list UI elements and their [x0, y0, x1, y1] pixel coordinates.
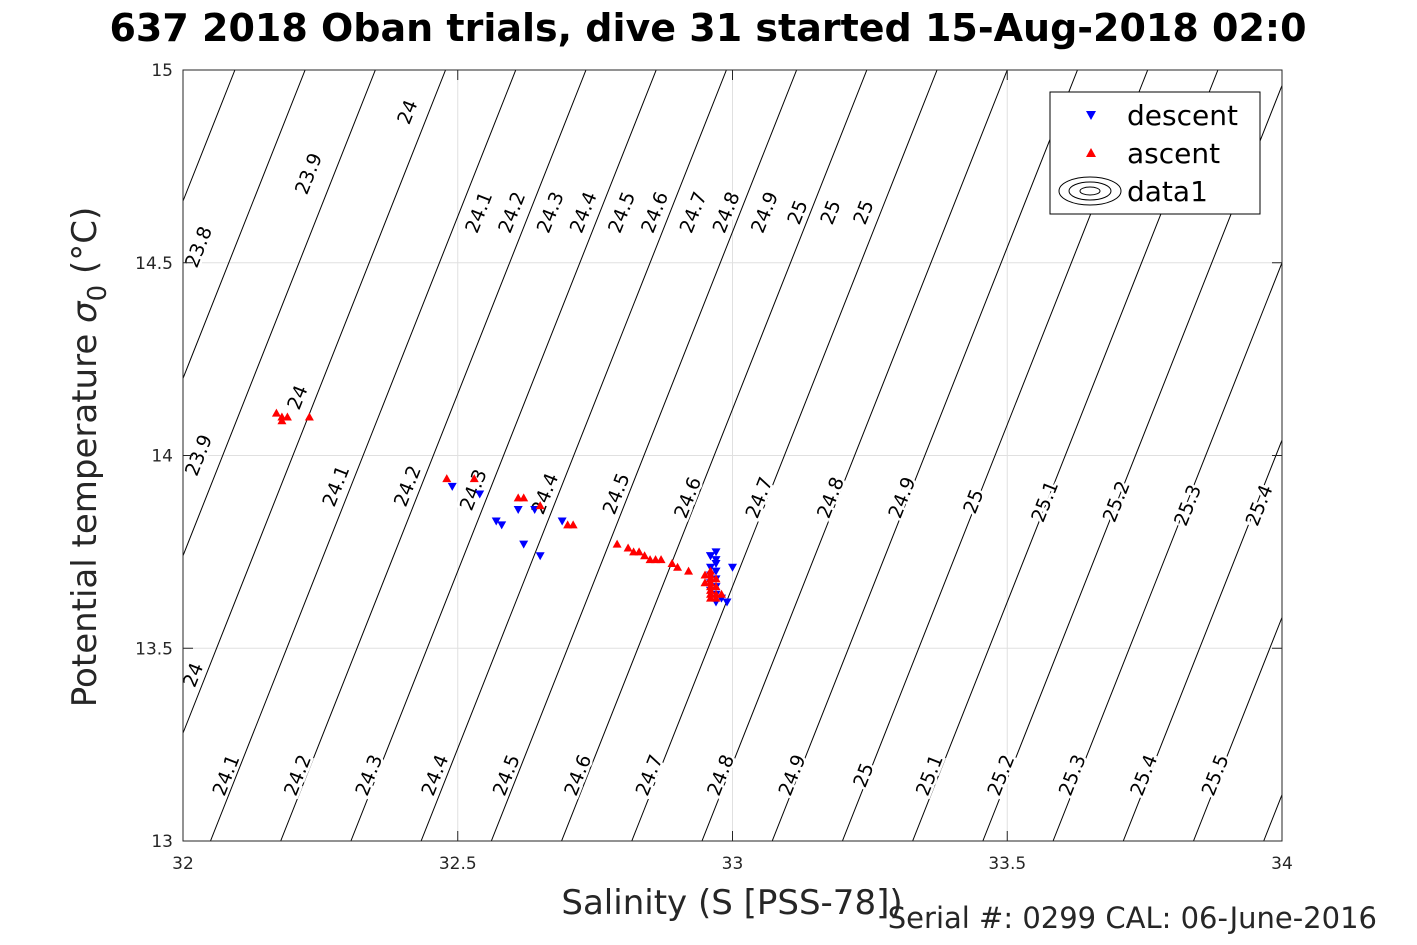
- isopycnal-line: [0, 70, 24, 841]
- ascent-point: [667, 558, 677, 567]
- isopycnal-line: [210, 70, 517, 841]
- ascent-point: [304, 412, 314, 421]
- legend-descent-marker: [1086, 111, 1096, 120]
- descent-point: [728, 563, 737, 572]
- descent-point: [711, 567, 721, 576]
- ascent-point: [568, 520, 578, 529]
- ascent-point: [282, 412, 292, 421]
- legend-data1-label: data1: [1127, 175, 1208, 208]
- data-points: [271, 408, 737, 607]
- legend-box: [1049, 91, 1261, 215]
- ascent-point: [684, 566, 694, 575]
- legend-ascent-label: ascent: [1127, 137, 1220, 170]
- legend-descent-label: descent: [1127, 99, 1238, 132]
- descent-point: [513, 505, 523, 514]
- ascent-point: [711, 582, 721, 591]
- y-tick-label: 14: [151, 447, 173, 467]
- ascent-point: [717, 589, 727, 598]
- y-tick-label: 15: [151, 61, 173, 81]
- isopycnal-line: [420, 70, 727, 841]
- ascent-point: [711, 574, 721, 583]
- legend-ascent-marker: [1086, 148, 1096, 157]
- isopycnal-line: [490, 70, 798, 841]
- ascent-point: [706, 578, 716, 587]
- legend-contour-icon: [1058, 176, 1122, 206]
- descent-point: [711, 559, 721, 568]
- descent-point: [491, 517, 501, 526]
- x-tick-label: 32: [172, 854, 194, 874]
- descent-point: [535, 552, 545, 561]
- descent-point: [519, 540, 529, 549]
- x-tick-label: 34: [1271, 854, 1293, 874]
- descent-point: [722, 598, 732, 607]
- y-tick-label: 13.5: [135, 639, 173, 659]
- legend: descent ascent data1: [1049, 91, 1261, 215]
- isopycnal-line: [1052, 261, 1282, 841]
- ascent-point: [535, 501, 545, 510]
- ascent-point: [277, 416, 287, 425]
- x-axis-label: Salinity (S [PSS-78]): [561, 883, 902, 923]
- x-tick-label: 32.5: [439, 854, 477, 874]
- isopycnal-line: [1193, 616, 1282, 841]
- y-tick-label: 13: [151, 832, 173, 852]
- ascent-point: [519, 493, 529, 502]
- descent-point: [706, 552, 716, 561]
- serial-calibration-note: Serial #: 0299 CAL: 06-June-2016: [887, 901, 1377, 935]
- isopycnal-line: [631, 70, 938, 841]
- isopycnal-line: [701, 70, 1008, 841]
- descent-point: [497, 521, 507, 530]
- ascent-point: [612, 539, 622, 548]
- isopycnal-line: [183, 70, 236, 203]
- chart-title: 637 2018 Oban trials, dive 31 started 15…: [109, 6, 1307, 50]
- descent-point: [557, 517, 567, 526]
- x-tick-label: 33: [722, 854, 744, 874]
- isopycnal-line: [1263, 793, 1282, 841]
- isopycnal-line: [183, 70, 447, 735]
- descent-point: [711, 548, 721, 557]
- isopycnal-line: [183, 70, 376, 558]
- y-tick-label: 14.5: [135, 254, 173, 274]
- ascent-point: [442, 474, 452, 483]
- isopycnal-line: [1334, 70, 1417, 841]
- ascent-point: [640, 551, 650, 560]
- isopycnal-line: [280, 70, 587, 841]
- axis-ticks: 32 32.5 33 33.5 34 13 13.5 14 14.5 15: [135, 61, 1293, 874]
- ascent-point: [706, 566, 716, 575]
- ascent-point: [623, 543, 633, 552]
- ascent-point: [634, 547, 644, 556]
- descent-point: [475, 490, 485, 499]
- isopycnal-line: [771, 70, 1078, 841]
- ascent-point: [706, 593, 716, 602]
- y-axis-label: Potential temperature σ0 (°C): [65, 207, 113, 707]
- x-tick-label: 33.5: [988, 854, 1026, 874]
- descent-point: [447, 482, 457, 491]
- ascent-point: [271, 408, 281, 417]
- isopycnal-line: [561, 70, 868, 841]
- ascent-point: [656, 555, 666, 564]
- ascent-point: [469, 474, 479, 483]
- ascent-point: [673, 562, 683, 571]
- isopycnal-line: [350, 70, 657, 841]
- isopycnal-line: [183, 70, 306, 380]
